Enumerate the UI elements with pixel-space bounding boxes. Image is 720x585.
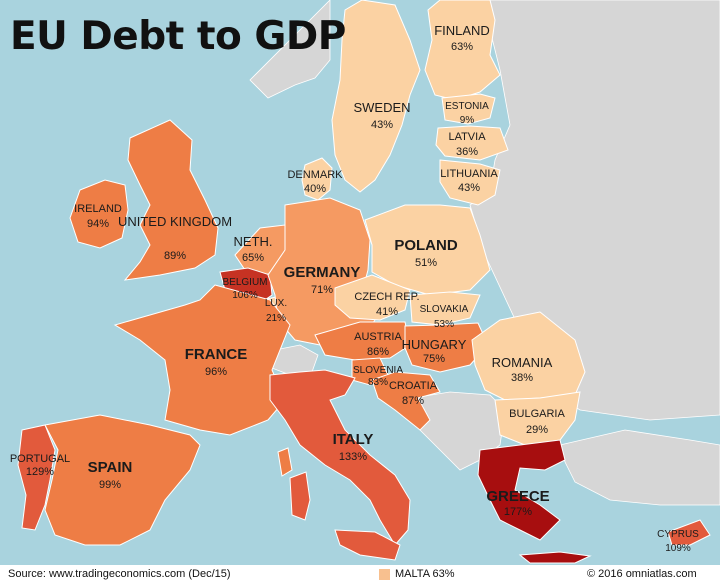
value-hungary: 75% [423, 353, 445, 365]
value-bulgaria: 29% [526, 424, 548, 436]
label-sweden: SWEDEN [353, 100, 410, 115]
value-denmark: 40% [304, 183, 326, 195]
value-united-kingdom: 89% [164, 250, 186, 262]
label-portugal: PORTUGAL [10, 453, 70, 465]
country-italy[interactable] [269, 369, 411, 546]
country-labels: FINLAND 63% SWEDEN 43% ESTONIA 9% LATVIA… [10, 23, 699, 554]
value-finland: 63% [451, 41, 473, 53]
country-spain[interactable] [44, 414, 201, 546]
value-spain: 99% [99, 479, 121, 491]
label-slovenia: SLOVENIA [353, 365, 403, 376]
label-hungary: HUNGARY [402, 337, 467, 352]
eu-countries [17, 0, 711, 564]
label-germany: GERMANY [284, 264, 361, 281]
map-footer: Source: www.tradingeconomics.com (Dec/15… [0, 565, 720, 585]
country-austria[interactable] [314, 321, 411, 361]
island-corsica[interactable] [277, 447, 293, 477]
label-austria: AUSTRIA [354, 331, 402, 343]
label-cyprus: CYPRUS [657, 529, 699, 540]
label-italy: ITALY [333, 431, 374, 448]
label-lithuania: LITHUANIA [440, 168, 498, 180]
value-poland: 51% [415, 257, 437, 269]
country-czech[interactable] [334, 274, 411, 321]
value-france: 96% [205, 366, 227, 378]
value-latvia: 36% [456, 146, 478, 158]
malta-swatch [379, 569, 390, 580]
value-luxembourg: 21% [266, 313, 286, 324]
value-belgium: 106% [232, 290, 258, 301]
label-netherlands: NETH. [234, 234, 273, 249]
value-slovenia: 83% [368, 377, 388, 388]
label-france: FRANCE [185, 346, 248, 363]
value-austria: 86% [367, 346, 389, 358]
label-finland: FINLAND [434, 23, 490, 38]
island-sicily[interactable] [334, 529, 401, 561]
value-portugal: 129% [26, 466, 54, 478]
value-croatia: 87% [402, 395, 424, 407]
value-estonia: 9% [460, 115, 475, 126]
source-text: Source: www.tradingeconomics.com (Dec/15… [8, 568, 231, 580]
value-italy: 133% [339, 451, 367, 463]
value-netherlands: 65% [242, 252, 264, 264]
country-bulgaria[interactable] [494, 391, 581, 446]
country-united-kingdom[interactable] [123, 119, 219, 281]
label-united-kingdom: UNITED KINGDOM [118, 214, 232, 229]
map-title: EU Debt to GDP [10, 14, 346, 59]
value-greece: 177% [504, 506, 532, 518]
label-estonia: ESTONIA [445, 101, 489, 112]
value-ireland: 94% [87, 218, 109, 230]
value-slovakia: 53% [434, 319, 454, 330]
country-poland[interactable] [364, 204, 491, 296]
value-romania: 38% [511, 372, 533, 384]
value-germany: 71% [311, 284, 333, 296]
malta-label: MALTA 63% [395, 568, 455, 580]
label-greece: GREECE [486, 488, 549, 505]
island-sardinia[interactable] [289, 471, 311, 521]
label-czech: CZECH REP. [354, 291, 419, 303]
country-croatia[interactable] [371, 371, 441, 431]
label-croatia: CROATIA [389, 380, 438, 392]
island-crete[interactable] [518, 551, 592, 564]
country-france[interactable] [113, 284, 291, 436]
country-ireland[interactable] [69, 179, 129, 249]
value-cyprus: 109% [665, 543, 691, 554]
country-lithuania[interactable] [439, 159, 501, 206]
country-denmark[interactable] [301, 157, 333, 201]
country-cyprus[interactable] [667, 519, 711, 546]
label-ireland: IRELAND [74, 203, 122, 215]
country-finland[interactable] [424, 0, 501, 101]
country-sweden[interactable] [331, 0, 421, 193]
value-czech: 41% [376, 306, 398, 318]
copyright-text: © 2016 omniatlas.com [587, 568, 697, 580]
label-spain: SPAIN [88, 459, 133, 476]
label-slovakia: SLOVAKIA [420, 304, 469, 315]
country-estonia[interactable] [441, 93, 496, 125]
label-poland: POLAND [394, 237, 458, 254]
country-greece[interactable] [477, 439, 566, 541]
label-latvia: LATVIA [448, 131, 486, 143]
label-romania: ROMANIA [492, 355, 553, 370]
label-denmark: DENMARK [287, 169, 343, 181]
country-hungary[interactable] [404, 322, 489, 373]
country-latvia[interactable] [435, 125, 509, 161]
country-portugal[interactable] [17, 424, 56, 531]
label-bulgaria: BULGARIA [509, 408, 565, 420]
value-lithuania: 43% [458, 182, 480, 194]
country-slovakia[interactable] [409, 291, 481, 326]
label-belgium: BELGIUM [222, 277, 267, 288]
value-sweden: 43% [371, 119, 393, 131]
label-luxembourg: LUX. [265, 298, 287, 309]
